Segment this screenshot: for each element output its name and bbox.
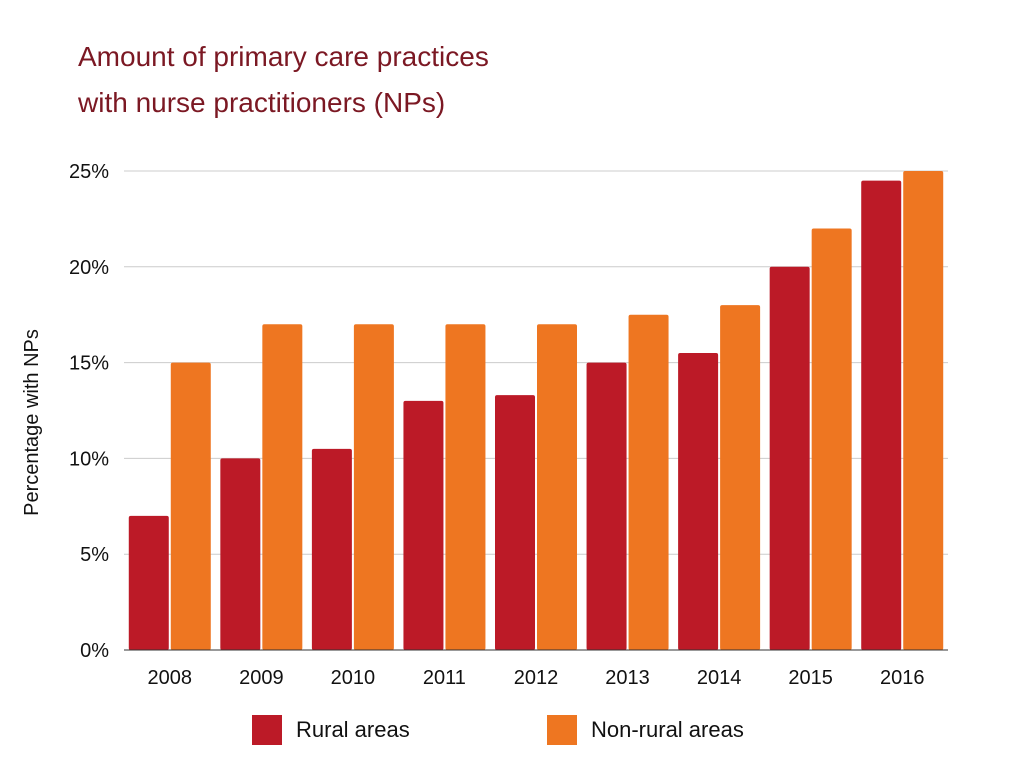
x-tick-label: 2013 xyxy=(605,667,650,689)
x-tick-label: 2014 xyxy=(697,667,742,689)
legend-item-rural: Rural areas xyxy=(252,714,410,746)
legend-label-rural: Rural areas xyxy=(296,717,410,742)
bar-rural-2013 xyxy=(586,362,627,650)
bar-non-rural-2010 xyxy=(353,324,394,650)
bar-rural-2012 xyxy=(495,395,535,650)
chart-title: Amount of primary care practices with nu… xyxy=(78,34,489,126)
bar-rural-2014 xyxy=(678,353,719,650)
bar-non-rural-2016 xyxy=(903,171,944,650)
legend-item-non-rural: Non-rural areas xyxy=(547,714,744,746)
legend-swatch-non-rural xyxy=(547,715,577,745)
y-tick-label: 25% xyxy=(69,161,109,183)
y-tick-label: 0% xyxy=(80,640,109,662)
x-tick-label: 2010 xyxy=(331,667,376,689)
bar-non-rural-2014 xyxy=(720,305,761,650)
x-tick-label: 2011 xyxy=(423,667,466,689)
bar-rural-2010 xyxy=(311,448,352,650)
bar-chart: 0% 5% 10% 15% 20% 25% 2008 2009 2010 2011 2012 201… xyxy=(21,161,948,689)
x-tick-label: 2008 xyxy=(148,667,193,689)
bar-non-rural-2012 xyxy=(537,324,577,650)
bar-rural-2008 xyxy=(128,515,169,650)
y-tick-label: 10% xyxy=(69,448,109,470)
x-tick-label: 2012 xyxy=(514,667,559,689)
bar-rural-2016 xyxy=(861,180,902,650)
chart-title-line-2: with nurse practitioners (NPs) xyxy=(78,87,446,118)
bar-rural-2009 xyxy=(220,458,261,650)
bar-non-rural-2008 xyxy=(170,362,211,650)
x-axis-ticks: 2008 2009 2010 2011 2012 2013 2014 2015 2016 xyxy=(148,667,925,689)
chart-title-line-1: Amount of primary care practices xyxy=(78,41,489,72)
bars xyxy=(128,171,944,651)
grid-lines xyxy=(124,170,948,555)
legend-swatch-rural xyxy=(252,715,282,745)
x-tick-label: 2009 xyxy=(239,667,284,689)
x-tick-label: 2015 xyxy=(788,667,833,689)
bar-rural-2011 xyxy=(403,400,444,650)
legend: Rural areas Non-rural areas xyxy=(0,714,1024,746)
x-tick-label: 2016 xyxy=(880,667,925,689)
y-axis-label: Percentage with NPs xyxy=(21,329,43,516)
bar-non-rural-2015 xyxy=(811,228,852,651)
bar-non-rural-2011 xyxy=(445,324,486,650)
bar-rural-2015 xyxy=(769,266,810,650)
legend-label-non-rural: Non-rural areas xyxy=(591,717,744,742)
y-tick-label: 15% xyxy=(69,353,109,375)
bar-non-rural-2013 xyxy=(628,314,669,650)
y-axis-ticks: 0% 5% 10% 15% 20% 25% xyxy=(69,161,109,662)
bar-non-rural-2009 xyxy=(262,324,303,650)
y-tick-label: 20% xyxy=(69,257,109,279)
y-tick-label: 5% xyxy=(80,544,109,566)
